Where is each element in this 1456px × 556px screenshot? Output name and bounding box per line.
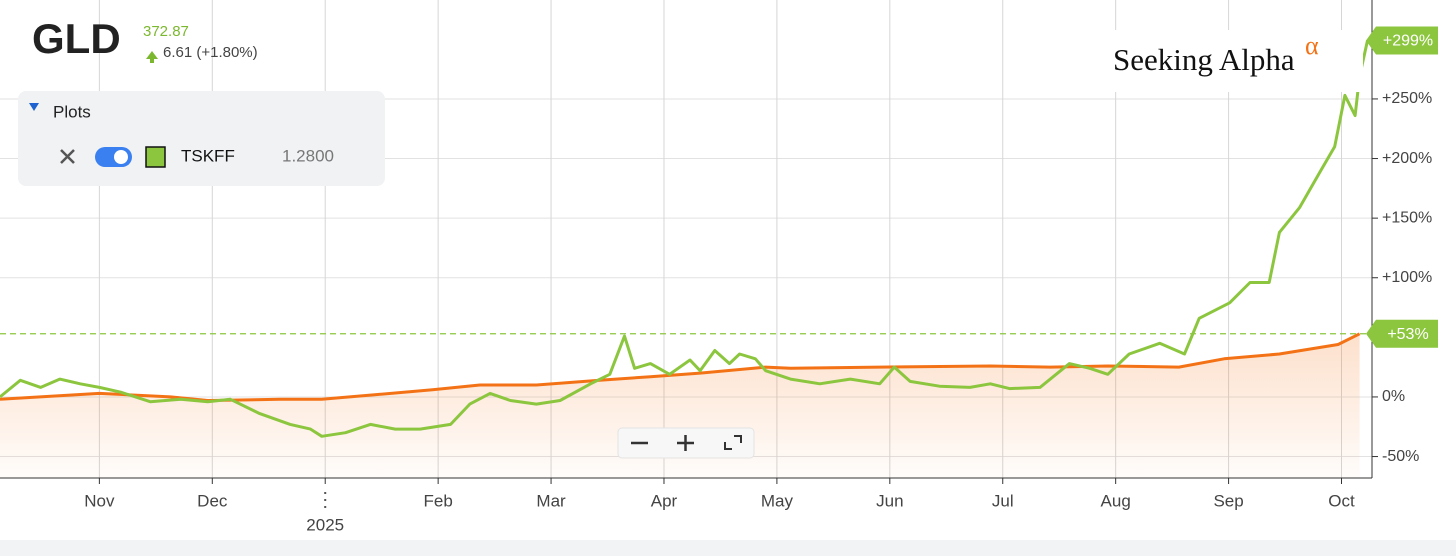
symbol: GLD <box>32 15 121 62</box>
area <box>0 333 1360 478</box>
change: 6.61 (+1.80%) <box>163 44 258 61</box>
x-tick-label: Apr <box>651 491 678 510</box>
line <box>0 40 1369 438</box>
footer-strip <box>0 540 1456 556</box>
y-tick-label: +250% <box>1382 90 1432 107</box>
last-value-badge <box>1366 26 1438 55</box>
last-value-label: +299% <box>1383 33 1433 50</box>
logo-mark: α <box>1305 31 1319 60</box>
x-tick-label: Jul <box>992 491 1014 510</box>
up-arrow <box>146 51 158 63</box>
y-tick-label: +100% <box>1382 269 1432 286</box>
remove-button[interactable] <box>60 149 75 164</box>
line <box>0 332 1361 402</box>
x-tick-label: Mar <box>536 491 566 510</box>
y-tick-label: +150% <box>1382 209 1432 226</box>
toggle-knob <box>114 150 128 164</box>
y-tick-label: +200% <box>1382 150 1432 167</box>
collapse-icon[interactable] <box>29 103 39 111</box>
y-tick-label: -50% <box>1382 448 1419 465</box>
x-tick-label: Nov <box>84 491 115 510</box>
x-tick-label: Jun <box>876 491 903 510</box>
x-tick-label: 2025 <box>306 515 344 534</box>
logo-bg <box>1108 30 1363 92</box>
y-tick-label: 0% <box>1382 388 1405 405</box>
last-value-label: +53% <box>1387 326 1428 343</box>
legend-symbol: TSKFF <box>181 146 235 165</box>
x-tick-label: Feb <box>423 491 452 510</box>
x-tick-label: May <box>761 491 794 510</box>
fullscreen[interactable] <box>724 435 742 450</box>
price: 372.87 <box>143 23 189 40</box>
x-tick-label: Aug <box>1101 491 1131 510</box>
zoom-in[interactable] <box>677 435 694 451</box>
x-tick-label: Sep <box>1213 491 1243 510</box>
legend-value: 1.2800 <box>282 146 334 165</box>
logo-text: Seeking Alpha <box>1113 42 1295 77</box>
x-tick-label: Oct <box>1328 491 1355 510</box>
x-tick-label: Dec <box>197 491 228 510</box>
panel-title: Plots <box>53 102 91 121</box>
legend-swatch <box>145 146 166 168</box>
last-value-badge <box>1366 319 1438 348</box>
